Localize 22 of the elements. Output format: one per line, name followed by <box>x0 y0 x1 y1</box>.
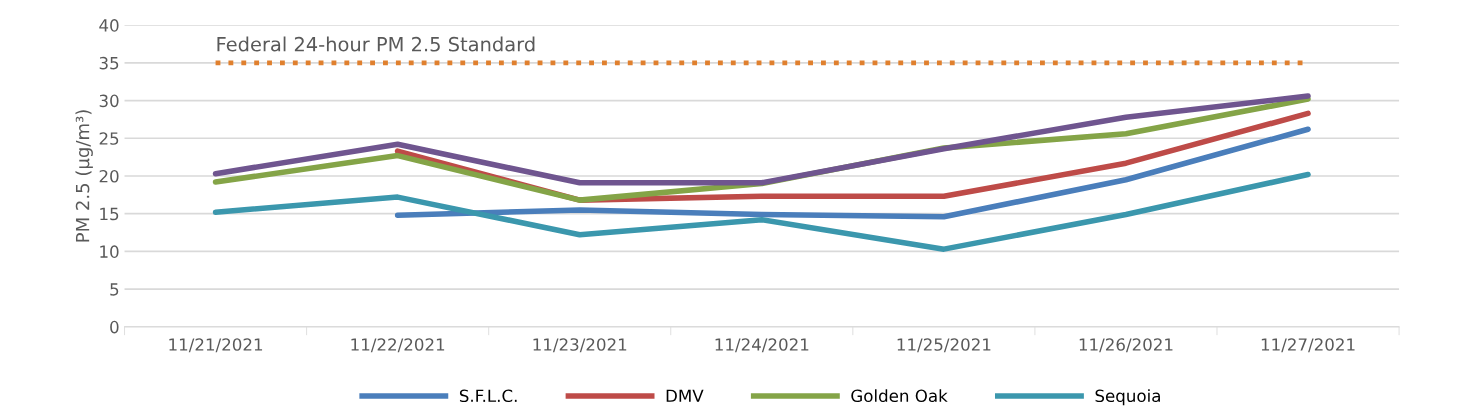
x-tick-label: 11/27/2021 <box>1261 338 1355 353</box>
x-tick-label: 11/26/2021 <box>1079 338 1173 353</box>
y-tick-label: 10 <box>100 245 119 258</box>
legend-label: Golden Oak <box>851 389 948 403</box>
legend-label: S.F.L.C. <box>459 389 517 403</box>
y-tick-label: 0 <box>110 320 119 334</box>
y-tick-label: 5 <box>110 283 119 296</box>
y-tick-label: 25 <box>99 132 119 145</box>
x-tick-label: 11/25/2021 <box>897 338 991 353</box>
x-tick-label: 11/22/2021 <box>351 338 445 353</box>
y-axis-title: PM 2.5 (µg/m³) <box>75 110 93 242</box>
y-tick-label: 40 <box>99 19 119 32</box>
x-tick-label: 11/23/2021 <box>533 338 627 353</box>
y-tick-label: 15 <box>100 207 119 221</box>
ref-line-label: Federal 24-hour PM 2.5 Standard <box>217 36 535 52</box>
x-tick-label: 11/21/2021 <box>169 338 263 353</box>
y-tick-label: 20 <box>99 169 119 183</box>
legend-label: Sequoia <box>1095 389 1160 406</box>
y-tick-label: 30 <box>99 94 119 108</box>
x-tick-label: 11/24/2021 <box>715 338 809 353</box>
y-tick-label: 35 <box>99 56 119 70</box>
legend-label: DMV <box>666 389 704 402</box>
